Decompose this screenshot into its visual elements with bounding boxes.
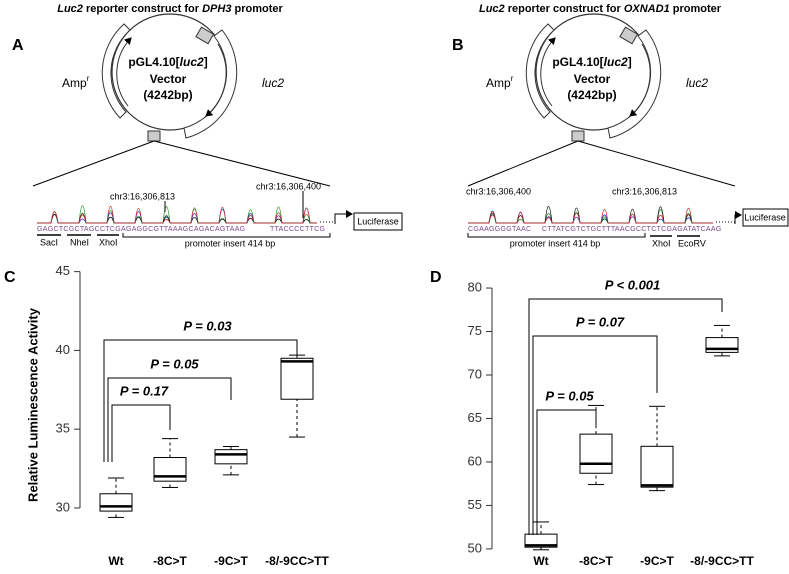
y-tick-label: 35 — [56, 421, 70, 436]
chromatogram — [467, 206, 713, 224]
vector-name: pGL4.10[luc2] — [552, 55, 631, 69]
bracket — [528, 298, 723, 535]
y-tick-label: 75 — [468, 323, 482, 338]
panel-title: Luc2 reporter construct for OXNAD1 promo… — [479, 3, 722, 15]
gene-label: Ampr — [62, 74, 90, 90]
box — [640, 445, 674, 488]
panel-letter: A — [12, 37, 24, 54]
insert-label: promoter insert 414 bp — [510, 238, 601, 248]
vector-size: (4242bp) — [567, 88, 616, 102]
sequence: TTACCCCTTCG — [270, 226, 325, 233]
p-value: P = 0.05 — [150, 356, 199, 371]
x-tick-label: -9C>T — [214, 554, 248, 568]
trace — [467, 209, 713, 224]
coordinate: chr3:16,306,400 — [256, 181, 321, 191]
insert-label: promoter insert 414 bp — [185, 238, 276, 248]
box — [705, 337, 739, 353]
y-axis-label: Relative Luminescence Activity — [25, 307, 40, 502]
panel-letter: C — [4, 269, 16, 286]
sequence: CTTATCGTCTGCTTTAACGCCTCTCGAGATATCAAG — [542, 226, 722, 233]
site-label: EcoRV — [678, 238, 706, 248]
luciferase-label: Luciferase — [744, 212, 786, 222]
chromatogram — [36, 205, 317, 224]
x-tick-label: -8C>T — [579, 554, 613, 568]
plasmid — [467, 13, 736, 187]
gene-label: luc2 — [262, 76, 284, 90]
box — [214, 449, 248, 465]
coordinate: chr3:16,306,813 — [110, 191, 175, 201]
site-label: XhoI — [99, 237, 118, 247]
box — [524, 533, 558, 548]
trace — [467, 207, 713, 224]
vector-size: (4242bp) — [143, 88, 192, 102]
insert-bracket — [467, 233, 646, 238]
x-tick-label: Wt — [108, 554, 123, 568]
p-value: P = 0.07 — [576, 314, 625, 329]
pointer — [164, 191, 304, 218]
p-value: P = 0.03 — [183, 318, 232, 333]
p-value: P = 0.05 — [545, 388, 594, 403]
p-value: P = 0.17 — [120, 383, 169, 398]
trace — [36, 205, 317, 224]
vector-name: Vector — [574, 72, 611, 86]
bracket — [107, 377, 232, 462]
y-tick-label: 30 — [56, 499, 70, 514]
y-tick-label: 80 — [468, 279, 482, 294]
vector-name: pGL4.10[luc2] — [128, 55, 207, 69]
box — [99, 493, 133, 512]
x-tick-label: Wt — [533, 554, 548, 568]
plots: 30 35 40 45 Wt -8C>T -9C>T -8/-9CC>TT P = 0.17 P … — [56, 263, 755, 568]
coordinate: chr3:16,306,813 — [612, 186, 677, 196]
site-label: SacI — [40, 237, 58, 247]
box — [579, 433, 613, 474]
y-tick-label: 40 — [56, 342, 70, 357]
bracket — [536, 409, 597, 535]
arrow — [734, 211, 742, 224]
panel-letter: D — [430, 269, 442, 286]
site-label: XhoI — [652, 238, 671, 248]
trace — [36, 205, 317, 224]
panel-title: Luc2 reporter construct for DPH3 promote… — [57, 3, 283, 15]
x-tick-label: -8/-9CC>TT — [265, 554, 329, 568]
gene-label: Ampr — [486, 74, 514, 90]
p-value: P < 0.001 — [605, 277, 661, 292]
y-tick-label: 45 — [56, 263, 70, 278]
site-label: NheI — [70, 237, 89, 247]
luciferase-box — [742, 208, 789, 227]
vector-name: Vector — [150, 72, 187, 86]
trace — [467, 212, 713, 224]
coordinate: chr3:16,306,400 — [466, 186, 531, 196]
x-tick-label: -8/-9CC>TT — [690, 554, 754, 568]
luciferase-label: Luciferase — [357, 216, 399, 226]
y-tick-label: 65 — [468, 410, 482, 425]
plasmid — [32, 13, 331, 187]
trace — [467, 206, 713, 224]
y-tick-label: 55 — [468, 497, 482, 512]
arrow — [334, 210, 353, 224]
insert-bracket — [122, 233, 331, 238]
sequence: GAGCTCGCTAGCCTCGAGAGGCGTTAAAGCAGACAGTAAG — [37, 226, 245, 233]
panel-letter: B — [452, 37, 464, 54]
x-tick-label: -9C>T — [640, 554, 674, 568]
luciferase-box — [353, 212, 403, 231]
x-tick-label: -8C>T — [153, 554, 187, 568]
y-tick-label: 50 — [468, 540, 482, 555]
bracket — [111, 404, 171, 462]
sequence: CGAAGGGGTAAC — [468, 226, 531, 233]
bracket — [103, 339, 298, 462]
y-tick-label: 70 — [468, 366, 482, 381]
y-tick-label: 60 — [468, 453, 482, 468]
bracket — [532, 335, 658, 535]
box — [280, 357, 314, 400]
gene-label: luc2 — [686, 76, 708, 90]
